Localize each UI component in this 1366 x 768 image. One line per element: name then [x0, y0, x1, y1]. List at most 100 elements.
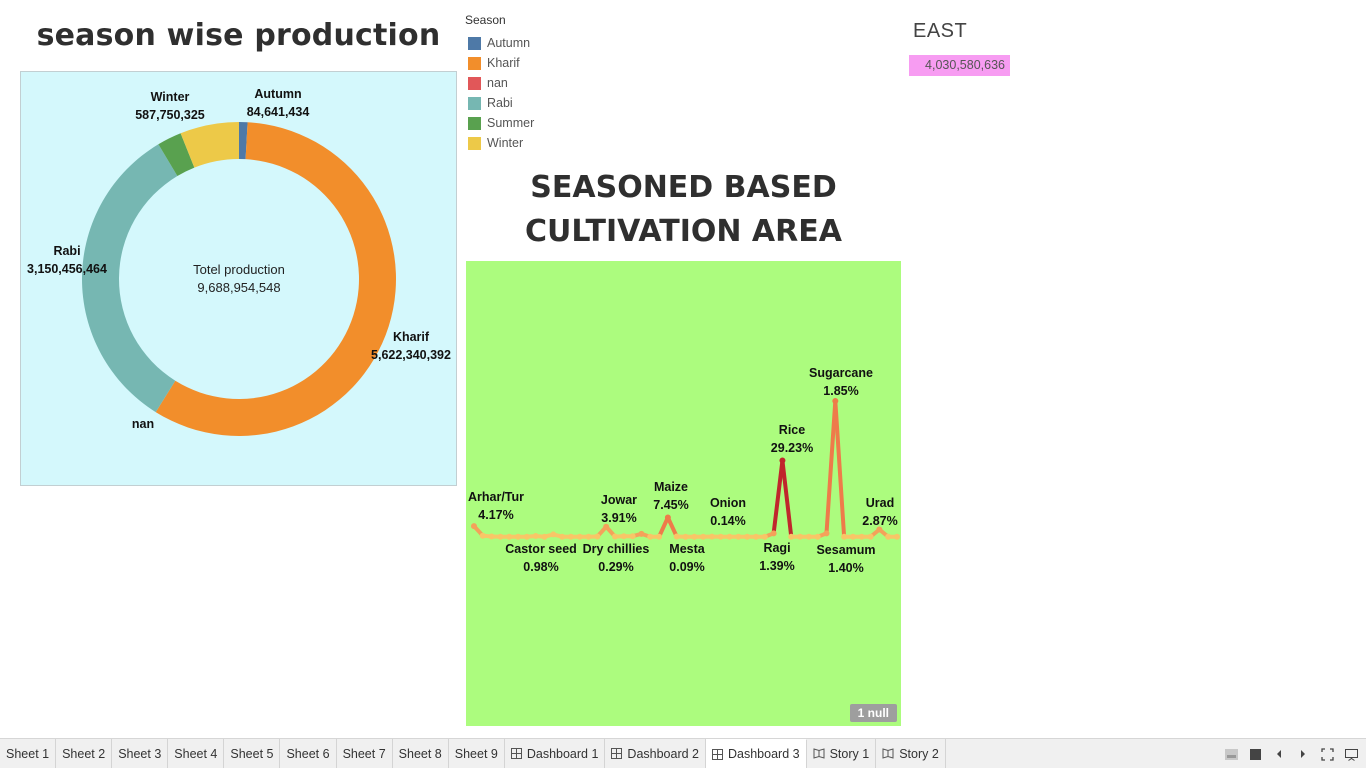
line-point-crop-13[interactable]	[585, 533, 592, 540]
line-point-crop-5[interactable]	[515, 533, 522, 540]
line-point-dry-chillies[interactable]	[620, 533, 627, 540]
sheet-sorter-icon[interactable]	[1224, 747, 1238, 761]
line-point-sugarcane[interactable]	[832, 398, 839, 404]
line-point-crop-31[interactable]	[744, 533, 751, 540]
line-point-crop-11[interactable]	[567, 533, 574, 540]
crop-label-percent: 0.14%	[710, 514, 745, 528]
crop-label-percent: 7.45%	[653, 498, 688, 512]
tab-sheet-4[interactable]: Sheet 4	[168, 739, 225, 768]
line-point-crop-4[interactable]	[506, 533, 513, 540]
line-point-onion[interactable]	[708, 533, 715, 540]
tab-story-1[interactable]: Story 1	[807, 739, 877, 768]
line-point-maize[interactable]	[664, 514, 671, 521]
tab-label: Sheet 8	[398, 746, 442, 761]
line-point-crop-25[interactable]	[691, 533, 698, 540]
line-segment	[771, 458, 785, 536]
dashboard-tab-icon	[510, 748, 522, 759]
tab-label: Sheet 3	[118, 746, 162, 761]
prev-sheet-icon[interactable]	[1272, 747, 1286, 761]
line-point-crop-6[interactable]	[523, 533, 530, 540]
tab-dashboard-2[interactable]: Dashboard 2	[605, 739, 706, 768]
null-indicator-badge[interactable]: 1 null	[849, 704, 897, 722]
tab-sheet-8[interactable]: Sheet 8	[393, 739, 449, 768]
line-point-crop-26[interactable]	[700, 533, 707, 540]
donut-label-value: 3,150,456,464	[27, 262, 107, 276]
region-value-badge[interactable]: 4,030,580,636	[909, 55, 1010, 76]
line-point-crop-44[interactable]	[858, 533, 865, 540]
line-point-crop-39[interactable]	[814, 533, 821, 540]
line-point-crop-8[interactable]	[541, 533, 548, 540]
legend-item-nan[interactable]: nan	[465, 73, 585, 93]
region-label: EAST	[913, 20, 968, 42]
line-point-crop-14[interactable]	[594, 533, 601, 540]
next-sheet-icon[interactable]	[1296, 747, 1310, 761]
line-point-crop-23[interactable]	[673, 533, 680, 540]
line-point-urad[interactable]	[876, 526, 883, 533]
story-tab-icon	[813, 748, 825, 759]
line-point-crop-3[interactable]	[497, 533, 504, 540]
tab-label: Dashboard 2	[627, 746, 699, 761]
line-point-ragi[interactable]	[770, 530, 777, 537]
tab-dashboard-1[interactable]: Dashboard 1	[505, 739, 606, 768]
line-point-sesamum[interactable]	[823, 530, 830, 537]
tab-sheet-6[interactable]: Sheet 6	[280, 739, 337, 768]
line-point-crop-33[interactable]	[761, 533, 768, 540]
donut-label-name: Autumn	[254, 87, 301, 101]
line-point-crop-28[interactable]	[717, 533, 724, 540]
line-point-crop-20[interactable]	[647, 533, 654, 540]
crop-label-name: Ragi	[763, 541, 790, 555]
line-point-crop-45[interactable]	[867, 533, 874, 540]
tab-sheet-3[interactable]: Sheet 3	[112, 739, 169, 768]
line-point-crop-38[interactable]	[805, 533, 812, 540]
line-point-crop-10[interactable]	[559, 533, 566, 540]
area-line-chart[interactable]: Arhar/Tur 4.17% Castor seed 0.98% Jowar 3.91%…	[466, 261, 901, 726]
donut-slice-rabi[interactable]	[81, 144, 178, 413]
line-point-mesta[interactable]	[682, 533, 689, 540]
line-point-crop-47[interactable]	[885, 533, 892, 540]
line-point-crop-1[interactable]	[479, 532, 486, 539]
line-point-arhar-tur[interactable]	[471, 523, 477, 530]
line-point-crop-42[interactable]	[841, 533, 848, 540]
line-point-crop-48[interactable]	[894, 533, 900, 540]
line-point-crop-7[interactable]	[532, 532, 539, 539]
crop-label-name: Mesta	[669, 542, 705, 556]
line-point-castor-seed[interactable]	[550, 531, 557, 538]
tab-sheet-1[interactable]: Sheet 1	[0, 739, 57, 768]
legend-item-rabi[interactable]: Rabi	[465, 93, 585, 113]
presentation-mode-icon[interactable]	[1344, 747, 1358, 761]
tab-sheet-5[interactable]: Sheet 5	[224, 739, 281, 768]
legend-item-autumn[interactable]: Autumn	[465, 33, 585, 53]
legend-item-winter[interactable]: Winter	[465, 133, 585, 153]
line-point-rice[interactable]	[779, 457, 786, 464]
line-point-crop-2[interactable]	[488, 533, 495, 540]
line-point-crop-29[interactable]	[726, 533, 733, 540]
line-point-crop-32[interactable]	[753, 533, 759, 540]
line-point-crop-16[interactable]	[612, 533, 618, 540]
tab-label: Story 1	[829, 746, 870, 761]
donut-slice-winter[interactable]	[180, 122, 239, 168]
line-point-jowar[interactable]	[603, 523, 610, 530]
legend-item-summer[interactable]: Summer	[465, 113, 585, 133]
donut-chart[interactable]: Totel production 9,688,954,548 Autumn 84,64…	[21, 72, 458, 487]
donut-slice-autumn[interactable]	[239, 122, 248, 160]
tab-sheet-2[interactable]: Sheet 2	[56, 739, 113, 768]
donut-slice-summer[interactable]	[158, 133, 195, 177]
line-point-crop-43[interactable]	[849, 533, 856, 540]
line-point-crop-18[interactable]	[629, 533, 636, 540]
legend-item-kharif[interactable]: Kharif	[465, 53, 585, 73]
filmstrip-icon[interactable]	[1248, 747, 1262, 761]
line-point-crop-30[interactable]	[735, 533, 742, 540]
tab-story-2[interactable]: Story 2	[876, 739, 946, 768]
line-point-crop-37[interactable]	[797, 533, 804, 540]
donut-slice-kharif[interactable]	[155, 122, 396, 437]
tab-sheet-7[interactable]: Sheet 7	[337, 739, 393, 768]
crop-label-name: Maize	[654, 480, 688, 494]
line-point-crop-21[interactable]	[656, 533, 663, 540]
tab-sheet-9[interactable]: Sheet 9	[449, 739, 505, 768]
tab-dashboard-3[interactable]: Dashboard 3	[706, 739, 807, 768]
line-point-crop-19[interactable]	[638, 530, 645, 537]
line-point-crop-12[interactable]	[576, 533, 583, 540]
line-point-crop-36[interactable]	[788, 533, 795, 540]
fit-icon[interactable]	[1320, 747, 1334, 761]
